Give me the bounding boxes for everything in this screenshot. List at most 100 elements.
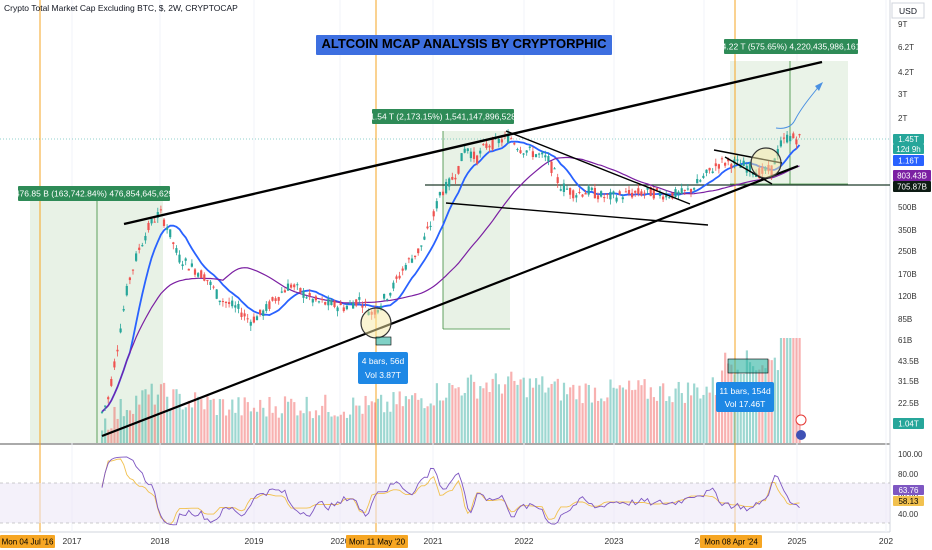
candle-body (615, 197, 618, 202)
candle-body (125, 285, 128, 296)
candle-body (249, 321, 252, 326)
candle-body (438, 192, 441, 196)
candle-body (159, 209, 162, 211)
rsi-signal-label-text: 58.13 (898, 497, 919, 506)
candle-body (776, 149, 779, 157)
volume-bar (119, 398, 122, 443)
volume-bar (528, 378, 531, 443)
candle-body (606, 193, 609, 195)
candle-body (153, 221, 156, 223)
volume-bar (321, 405, 324, 443)
candle-body (522, 153, 525, 155)
candle-body (668, 197, 671, 199)
candle-body (296, 284, 299, 286)
price-tick-8: 170B (898, 270, 917, 279)
candle-body (544, 155, 547, 158)
price-label-ma-fast: 1.16T (893, 155, 924, 166)
candle-body (448, 178, 451, 187)
candle-body (578, 191, 581, 193)
candle-body (658, 192, 662, 197)
candle-body (600, 191, 603, 197)
volume-bar (150, 383, 153, 443)
candle-body (500, 139, 503, 143)
candle-body (683, 189, 686, 191)
rsi-tick-1: 80.00 (898, 470, 919, 479)
volume-bar (776, 370, 779, 443)
price-tick-9: 120B (898, 292, 917, 301)
candle-body (507, 134, 510, 143)
candle-body (299, 287, 302, 293)
volume-bar (717, 392, 721, 443)
wedge-top-line (505, 130, 691, 205)
volume-bar (562, 382, 566, 443)
candle-body (441, 191, 445, 196)
candle-body (724, 162, 727, 166)
candle-body (643, 192, 646, 194)
candle-body (525, 150, 528, 153)
candle-body (178, 254, 181, 263)
rsi-tick-0: 100.00 (898, 450, 923, 459)
candle-body (100, 411, 104, 413)
volume-bar (376, 398, 380, 443)
price-tick-3: 3T (898, 90, 907, 99)
volume-bar (135, 395, 138, 443)
candle-body (392, 282, 395, 289)
price-label-countdown-bg (893, 144, 924, 154)
candle-body (265, 304, 268, 311)
volume-bar (497, 384, 500, 443)
candle-body (342, 307, 345, 312)
volume-bar (693, 383, 696, 443)
candle-body (640, 191, 643, 196)
volume-bar (280, 413, 283, 443)
candle-body (364, 301, 367, 303)
candle-body (277, 297, 280, 301)
volume-bar (209, 399, 212, 443)
candle-body (290, 284, 293, 288)
volume-bar (677, 381, 680, 443)
candle-body (237, 303, 240, 309)
volume-bar (215, 415, 218, 443)
volume-bar (485, 382, 488, 443)
candle-body (519, 150, 522, 154)
candle-body (262, 310, 265, 316)
year-tick-1: 2018 (151, 536, 170, 546)
candle-body (621, 197, 624, 200)
candle-body (733, 159, 736, 164)
price-tick-10: 85B (898, 315, 912, 324)
chart-title-text: ALTCOIN MCAP ANALYSIS BY CRYPTORPHIC (321, 36, 607, 51)
candle-body (386, 299, 389, 301)
volume-bar (491, 378, 494, 443)
volume-bar (246, 402, 249, 443)
price-tick-4: 2T (898, 114, 907, 123)
volume-bar (305, 396, 308, 443)
candle-body (618, 191, 621, 195)
volume-bar (383, 412, 386, 443)
volume-bar (519, 379, 522, 443)
candle-body (491, 138, 494, 150)
bar-counter-1-vol: Vol 3.87T (365, 370, 401, 380)
candle-body (593, 187, 596, 199)
alert-icon (795, 414, 807, 426)
candle-body (339, 302, 342, 306)
volume-bar (553, 381, 556, 443)
candle-body (156, 212, 159, 218)
measure-label-1: 476.85 B (163,742.84%) 476,854,645,629 (15, 186, 173, 201)
volume-bar (132, 413, 135, 443)
candle-body (627, 190, 631, 194)
volume-bar (513, 380, 516, 443)
candle-body (516, 149, 519, 151)
volume-bar (212, 398, 215, 443)
volume-bar (327, 412, 330, 443)
candle-body (361, 305, 364, 308)
candle-body (141, 245, 144, 247)
candle-body (609, 191, 612, 200)
candle-body (172, 242, 175, 245)
candle-body (556, 177, 559, 184)
candle-body (190, 263, 193, 267)
volume-bar (197, 396, 200, 443)
volume-bar (584, 383, 587, 443)
year-tick-2: 2019 (245, 536, 264, 546)
candle-body (274, 298, 277, 301)
candle-body (423, 236, 426, 240)
